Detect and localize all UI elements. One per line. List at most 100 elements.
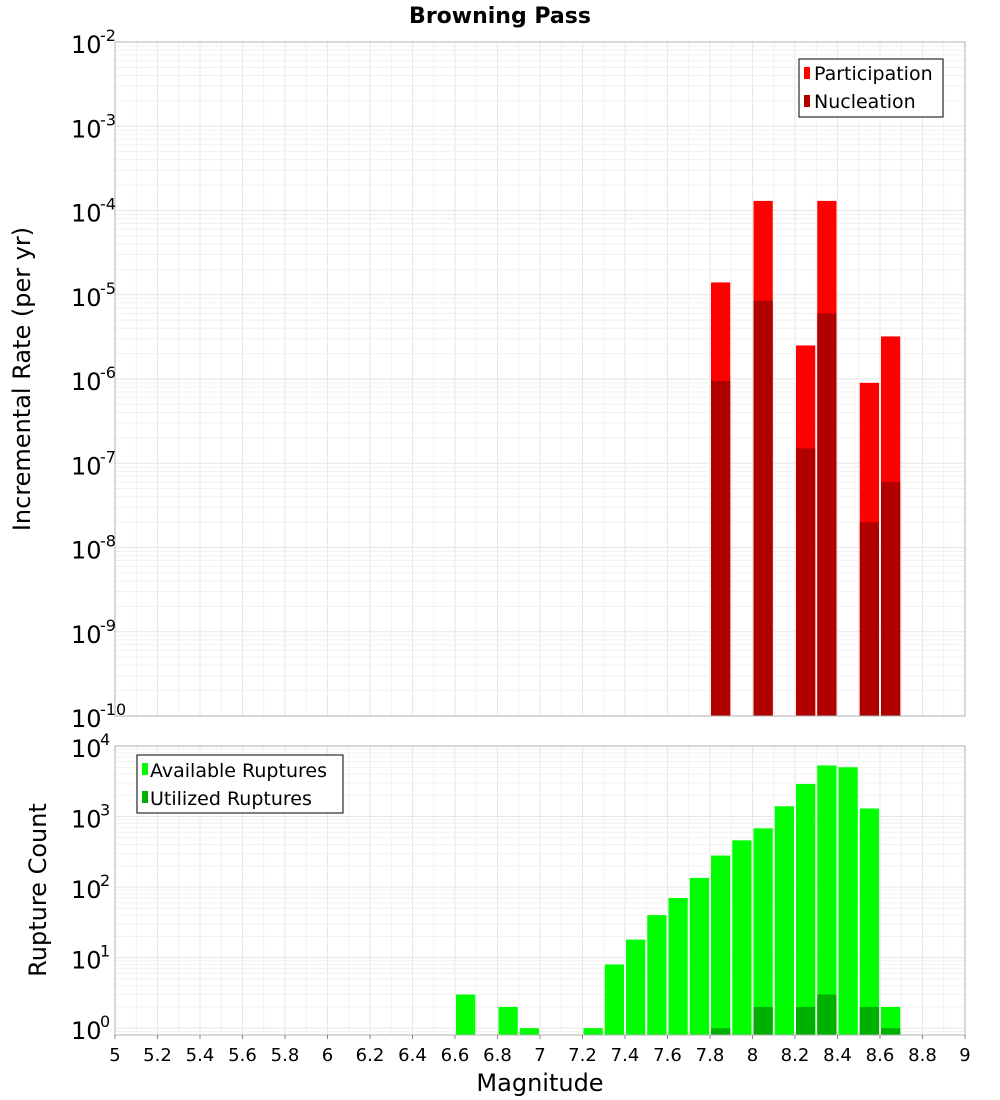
bottom-bar-available-ruptures: [796, 783, 816, 1035]
top-y-tick-base: 10: [71, 200, 102, 228]
bottom-bar-available-ruptures: [498, 1006, 518, 1035]
bottom-bar-utilized-ruptures: [881, 1028, 901, 1035]
bottom-y-tick-base: 10: [71, 1017, 102, 1045]
x-tick-label: 6.2: [356, 1045, 385, 1066]
x-tick-label: 5: [109, 1045, 120, 1066]
bottom-y-tick-base: 10: [71, 806, 102, 834]
bottom-bar-available-ruptures: [689, 877, 709, 1035]
x-tick-label: 8: [747, 1045, 758, 1066]
legend-label-participation: Participation: [814, 63, 933, 85]
x-tick-label: 9: [959, 1045, 970, 1066]
top-y-tick-exponent: -3: [100, 110, 116, 129]
x-tick-label: 8.4: [823, 1045, 852, 1066]
x-tick-label: 6: [322, 1045, 333, 1066]
x-tick-label: 7.6: [653, 1045, 682, 1066]
bottom-bar-available-ruptures: [753, 828, 773, 1035]
top-y-tick-base: 10: [71, 452, 102, 480]
top-bar-nucleation: [859, 522, 879, 716]
bottom-y-tick-exponent: 3: [100, 801, 110, 820]
top-y-tick-exponent: -10: [100, 700, 126, 719]
bottom-y-tick-base: 10: [71, 947, 102, 975]
top-plot-frame: [114, 41, 966, 717]
top-y-tick-base: 10: [71, 705, 102, 733]
top-bar-nucleation: [796, 448, 816, 716]
top-y-tick-base: 10: [71, 368, 102, 396]
bottom-bar-available-ruptures: [859, 808, 879, 1035]
bottom-y-tick-exponent: 4: [100, 730, 110, 749]
top-y-tick-base: 10: [71, 115, 102, 143]
top-y-tick-exponent: -5: [100, 279, 116, 298]
bottom-y-axis-label: Rupture Count: [24, 803, 52, 977]
x-tick-label: 7.4: [611, 1045, 640, 1066]
bottom-bar-utilized-ruptures: [859, 1006, 879, 1035]
top-bars: [711, 200, 901, 716]
bottom-bar-available-ruptures: [583, 1028, 603, 1035]
x-tick-label: 5.4: [186, 1045, 215, 1066]
x-axis-label: Magnitude: [476, 1069, 603, 1097]
bottom-bar-available-ruptures: [668, 898, 688, 1035]
x-tick-label: 6.8: [483, 1045, 512, 1066]
bottom-y-tick-exponent: 1: [100, 942, 110, 961]
top-bar-nucleation: [711, 380, 731, 716]
legend-swatch-participation: [804, 67, 810, 79]
bottom-bar-utilized-ruptures: [711, 1028, 731, 1035]
bottom-bars: [456, 765, 901, 1035]
bottom-bar-available-ruptures: [456, 994, 476, 1035]
x-tick-label: 7.2: [568, 1045, 597, 1066]
legend-swatch-nucleation: [804, 95, 810, 107]
x-tick-label: 5.8: [271, 1045, 300, 1066]
top-y-tick-exponent: -4: [100, 195, 116, 214]
bottom-y-tick-base: 10: [71, 735, 102, 763]
top-y-tick-base: 10: [71, 537, 102, 565]
bottom-gridlines: [114, 745, 966, 1036]
top-y-axis-label: Incremental Rate (per yr): [8, 227, 36, 531]
legend-swatch-available: [142, 763, 148, 775]
x-tick-label: 6.6: [441, 1045, 470, 1066]
bottom-bar-available-ruptures: [881, 1006, 901, 1035]
bottom-bar-available-ruptures: [838, 767, 858, 1035]
bottom-bar-utilized-ruptures: [753, 1006, 773, 1035]
top-bar-nucleation: [753, 300, 773, 716]
bottom-bar-available-ruptures: [519, 1028, 539, 1035]
bottom-y-tick-exponent: 2: [100, 871, 110, 890]
x-tick-label: 8.2: [781, 1045, 810, 1066]
bottom-bar-available-ruptures: [647, 915, 667, 1035]
bottom-legend: Available Ruptures Utilized Ruptures: [136, 754, 344, 814]
top-y-tick-base: 10: [71, 31, 102, 59]
legend-label-available: Available Ruptures: [150, 760, 327, 782]
bottom-bar-available-ruptures: [774, 806, 794, 1035]
bottom-bar-available-ruptures: [711, 855, 731, 1035]
chart-title: Browning Pass: [409, 4, 591, 29]
top-y-tick-exponent: -7: [100, 447, 116, 466]
x-tick-label: 7: [534, 1045, 545, 1066]
x-tick-label: 7.8: [696, 1045, 725, 1066]
x-tick-label: 8.8: [908, 1045, 937, 1066]
bottom-bar-available-ruptures: [817, 765, 837, 1035]
top-bar-nucleation: [817, 313, 837, 716]
top-y-tick-exponent: -6: [100, 363, 116, 382]
bottom-y-tick-base: 10: [71, 876, 102, 904]
top-gridlines: [114, 41, 966, 717]
bottom-x-ticks: 5 5.2 5.4 5.6 5.8 6 6.2 6.4 6.6 6.8 7 7.2 7.4 7.6 7.8 8…: [109, 1035, 971, 1066]
top-y-tick-exponent: -8: [100, 532, 116, 551]
bottom-legend-box: [136, 754, 344, 814]
legend-label-nucleation: Nucleation: [814, 91, 916, 113]
top-y-tick-base: 10: [71, 284, 102, 312]
legend-swatch-utilized: [142, 791, 148, 803]
x-tick-label: 5.6: [228, 1045, 257, 1066]
x-tick-label: 8.6: [866, 1045, 895, 1066]
x-tick-label: 6.4: [398, 1045, 427, 1066]
top-legend: Participation Nucleation: [798, 58, 944, 118]
bottom-bar-utilized-ruptures: [817, 994, 837, 1035]
bottom-y-tick-exponent: 0: [100, 1012, 110, 1031]
top-legend-box: [798, 58, 944, 118]
top-y-tick-base: 10: [71, 621, 102, 649]
bottom-bar-available-ruptures: [604, 964, 624, 1035]
bottom-bar-available-ruptures: [626, 939, 646, 1035]
top-y-tick-exponent: -9: [100, 616, 116, 635]
